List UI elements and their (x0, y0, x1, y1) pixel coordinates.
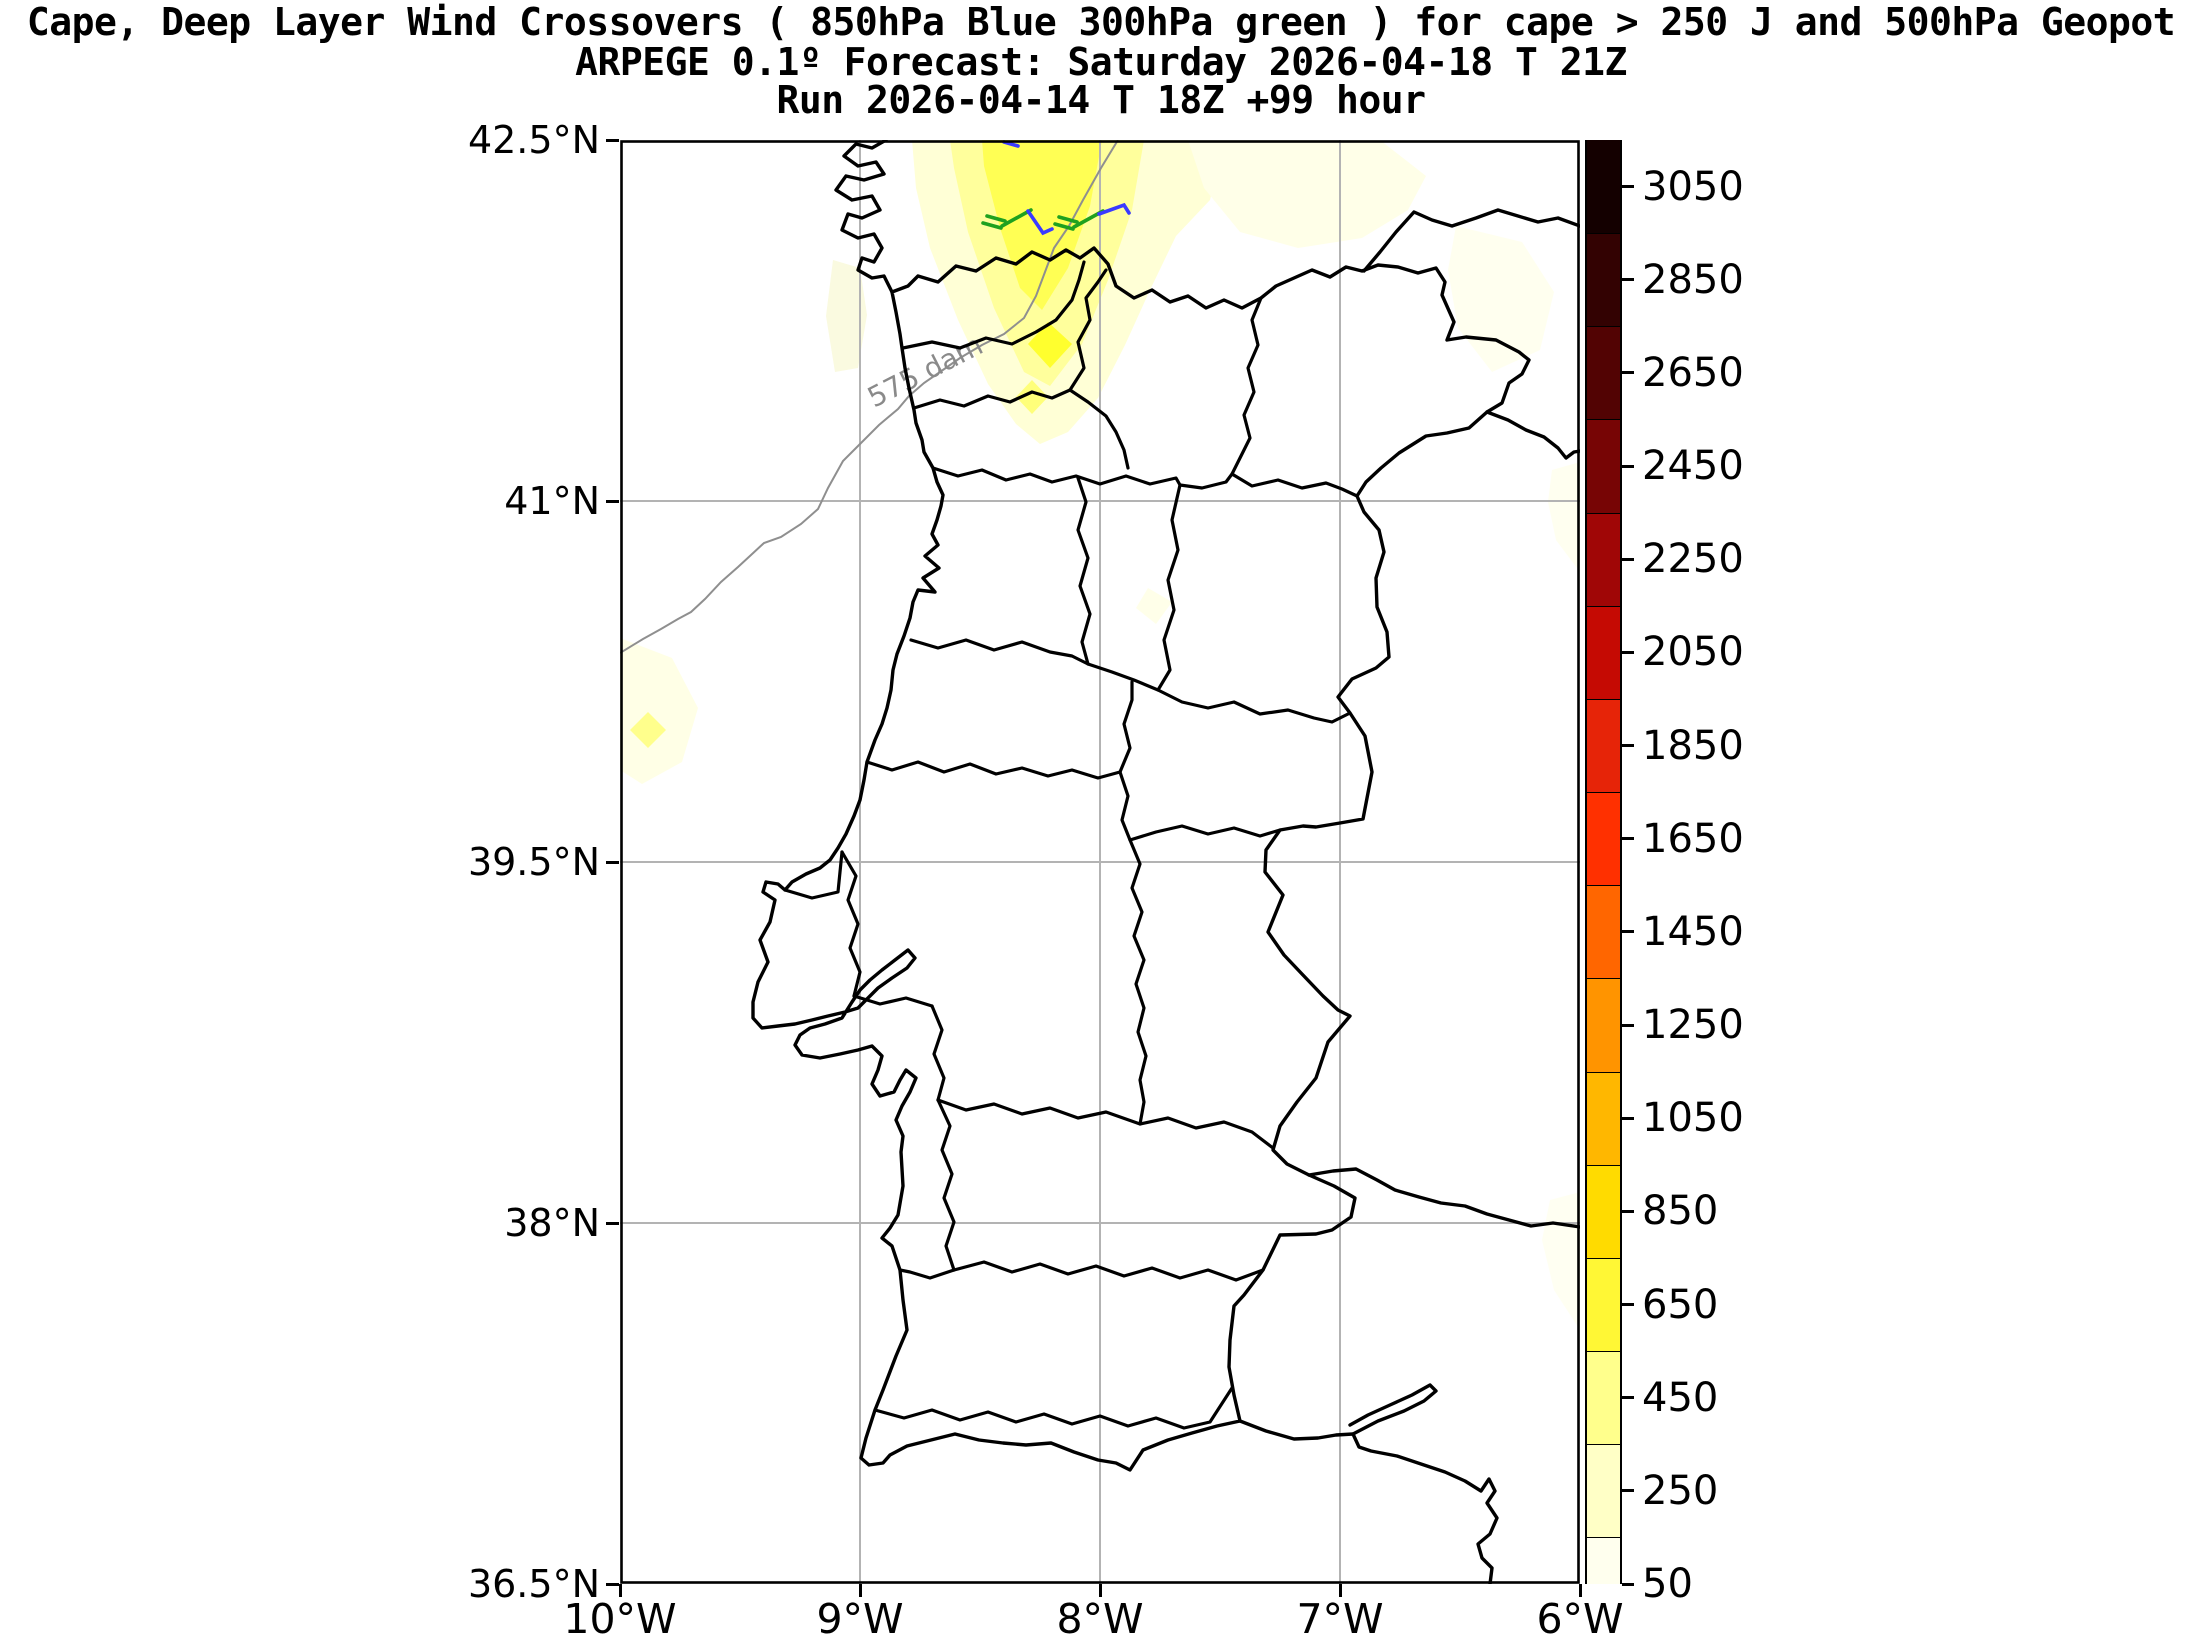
colorbar-tick (1622, 1209, 1634, 1213)
colorbar-tick-label: 1650 (1642, 815, 1744, 862)
lon-tick-label: 6°W (1536, 1595, 1624, 1643)
lat-tick-label: 38°N (504, 1201, 600, 1245)
colorbar-tick (1622, 1396, 1634, 1400)
colorbar-tick-label: 650 (1642, 1281, 1719, 1328)
colorbar-band (1587, 419, 1620, 513)
wind-barbs (981, 140, 1131, 236)
chart-run-line: Run 2026-04-14 T 18Z +99 hour (776, 78, 1426, 122)
lon-tick (858, 1584, 862, 1597)
colorbar-tick-label: 850 (1642, 1188, 1719, 1235)
portugal-outline (751, 246, 1531, 1472)
colorbar-tick-label: 250 (1642, 1467, 1719, 1514)
lat-tick (606, 1582, 619, 1586)
barb-850hPa-blue-2 (1097, 202, 1131, 216)
colorbar-tick (1622, 1303, 1634, 1307)
colorbar-tick (1622, 1489, 1634, 1493)
colorbar-tick (1622, 464, 1634, 468)
colorbar-band (1587, 605, 1620, 699)
colorbar-tick (1622, 1116, 1634, 1120)
map-canvas: 575 dam (620, 140, 1580, 1584)
lon-tick (1338, 1584, 1342, 1597)
colorbar-band (1587, 512, 1620, 606)
chart-title: Cape, Deep Layer Wind Crossovers ( 850hP… (26, 0, 2176, 44)
colorbar-tick (1622, 557, 1634, 561)
colorbar-band (1587, 326, 1620, 420)
lon-tick-label: 8°W (1056, 1595, 1144, 1643)
colorbar-band (1587, 233, 1620, 327)
colorbar-tick-label: 2450 (1642, 443, 1744, 490)
colorbar-band (1587, 1257, 1620, 1352)
colorbar-band (1587, 698, 1620, 793)
colorbar-tick (1622, 1582, 1634, 1586)
colorbar-tick (1622, 930, 1634, 934)
lat-tick-label: 42.5°N (467, 118, 600, 162)
barb-850hPa-blue-1 (1026, 209, 1054, 236)
lat-tick (606, 860, 619, 864)
lat-tick-label: 36.5°N (467, 1562, 600, 1606)
colorbar-band (1587, 792, 1620, 886)
colorbar-tick (1622, 1023, 1634, 1027)
colorbar-tick-label: 2250 (1642, 536, 1744, 583)
colorbar-tick (1622, 278, 1634, 282)
graticule (620, 140, 1580, 1584)
colorbar-tick-label: 1450 (1642, 908, 1744, 955)
colorbar-band (1587, 140, 1620, 234)
colorbar (1585, 140, 1622, 1584)
lat-tick-label: 41°N (504, 479, 600, 523)
lon-tick (618, 1584, 622, 1597)
colorbar-tick (1622, 650, 1634, 654)
colorbar-tick-label: 450 (1642, 1374, 1719, 1421)
galicia-coast (834, 140, 894, 294)
colorbar-tick (1622, 185, 1634, 189)
colorbar-tick (1622, 371, 1634, 375)
huelva-spit (1348, 1383, 1438, 1436)
chart-subtitle: ARPEGE 0.1º Forecast: Saturday 2026-04-1… (575, 40, 1627, 84)
contour-label: 575 dam (862, 328, 988, 414)
map-border (620, 140, 1580, 1584)
lon-tick-label: 7°W (1296, 1595, 1384, 1643)
map-axes: 575 dam (620, 140, 1580, 1584)
colorbar-tick-label: 2050 (1642, 629, 1744, 676)
galicia-cyl-border (1362, 208, 1580, 273)
colorbar-tick-label: 3050 (1642, 163, 1744, 210)
colorbar-tick-label: 2850 (1642, 256, 1744, 303)
douro-spain-line (1485, 410, 1580, 460)
spain-south-coast (1238, 1419, 1499, 1584)
colorbar-tick-label: 50 (1642, 1561, 1693, 1607)
colorbar-band (1587, 978, 1620, 1072)
colorbar-band (1587, 885, 1620, 979)
lon-tick-label: 10°W (563, 1595, 677, 1643)
lon-tick-label: 9°W (816, 1595, 904, 1643)
colorbar-tick-label: 2650 (1642, 349, 1744, 396)
andalucia-border (1307, 1167, 1580, 1229)
colorbar-band (1587, 1071, 1620, 1165)
district-boundaries (783, 260, 1359, 1430)
colorbar-tick-label: 1050 (1642, 1095, 1744, 1142)
colorbar-tick-label: 1850 (1642, 722, 1744, 769)
colorbar-tick (1622, 837, 1634, 841)
lat-tick (606, 499, 619, 503)
lat-tick (606, 138, 619, 142)
colorbar-band (1587, 1351, 1620, 1445)
coastline-and-borders (751, 140, 1580, 1584)
colorbar-tick-label: 1250 (1642, 1002, 1744, 1049)
lat-tick (606, 1221, 619, 1225)
barb-300hPa-green-1 (981, 208, 1033, 230)
lon-tick (1098, 1584, 1102, 1597)
lat-tick-label: 39.5°N (467, 840, 600, 884)
colorbar-band (1587, 1164, 1620, 1258)
colorbar-band (1587, 1537, 1620, 1584)
colorbar-band (1587, 1444, 1620, 1538)
colorbar-tick (1622, 744, 1634, 748)
lon-tick (1578, 1584, 1582, 1597)
